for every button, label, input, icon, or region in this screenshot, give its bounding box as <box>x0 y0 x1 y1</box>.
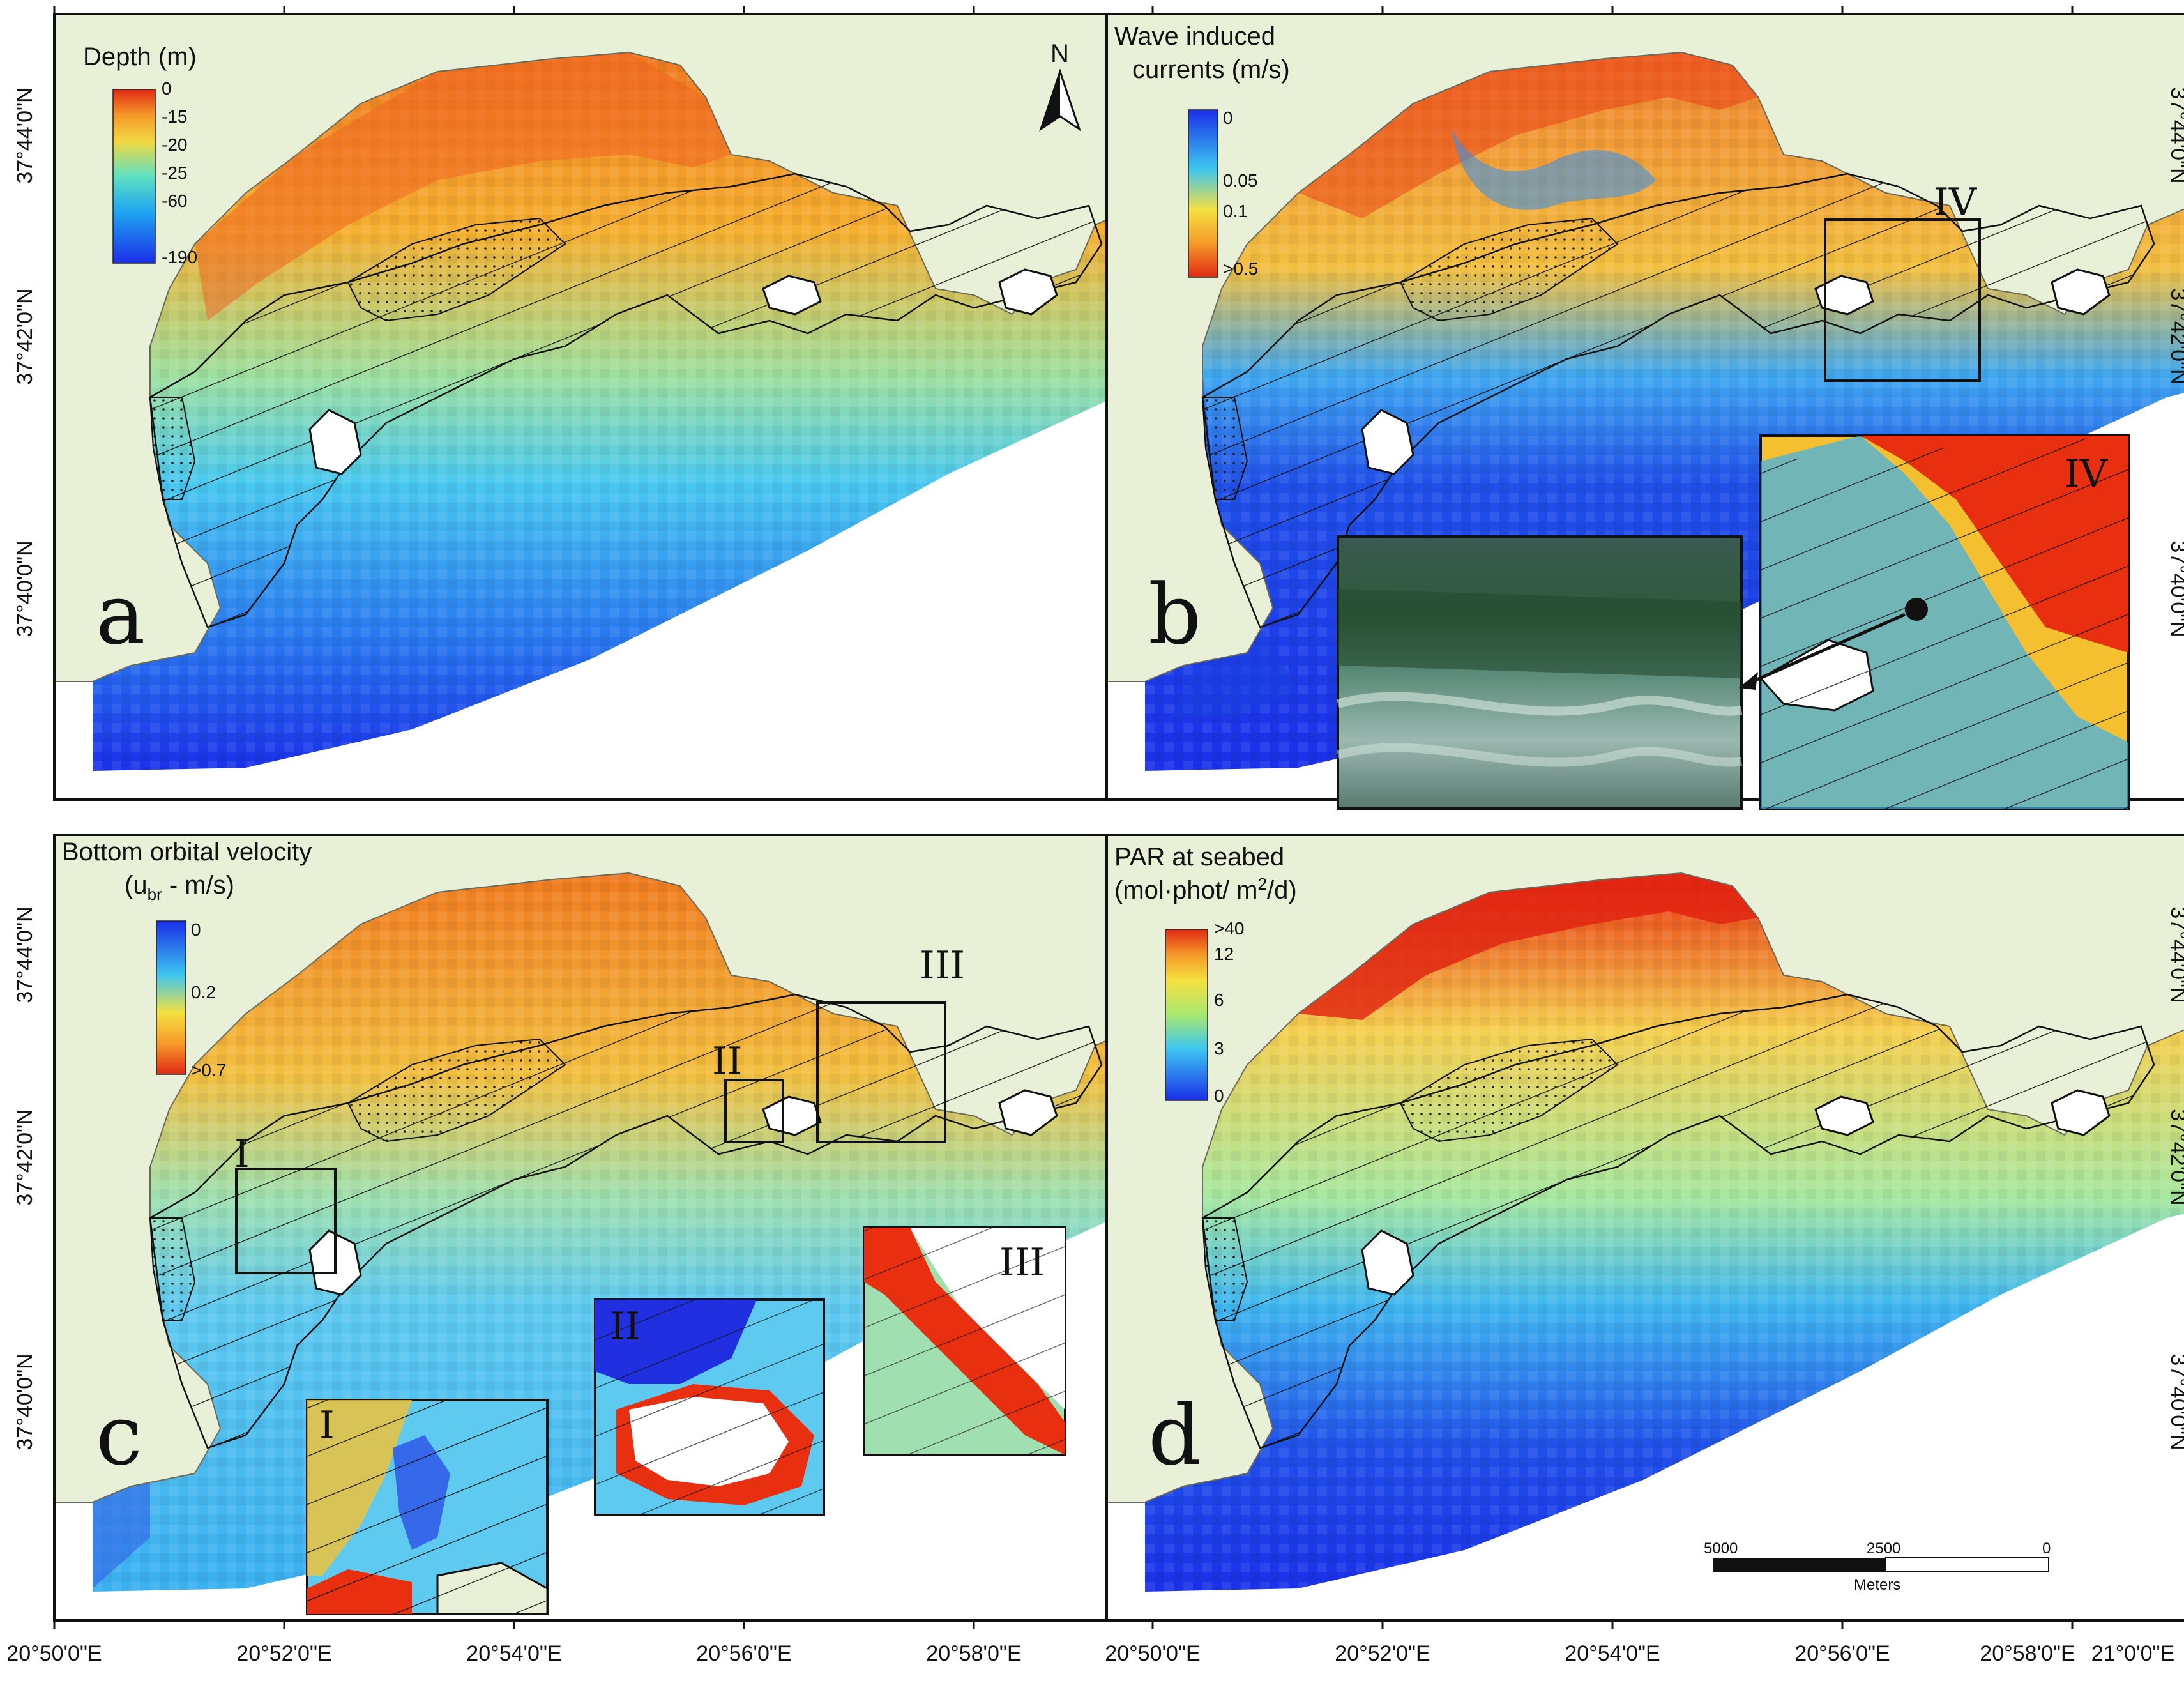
lon-label: 20°52'0"E <box>1335 1641 1430 1666</box>
panel-letter-a: a <box>96 566 146 663</box>
panel-d-par: PAR at seabed (mol·phot/ m2/d) >40 12 6 … <box>1105 834 2184 1622</box>
zoom-box-iv-label: IV <box>1934 180 1978 225</box>
par-tick: 6 <box>1214 990 1224 1010</box>
seagrass-photo <box>1337 535 1743 810</box>
lon-label: 20°56'0"E <box>696 1641 791 1666</box>
lat-label: 37°42'0"N <box>2166 1109 2184 1205</box>
lat-label: 37°40'0"N <box>13 1353 37 1450</box>
orbital-legend: Bottom orbital velocity (ubr - m/s) 0 0.… <box>62 838 312 1080</box>
currents-tick: 0.1 <box>1223 201 1248 221</box>
par-tick: 12 <box>1214 944 1234 964</box>
lat-label: 37°40'0"N <box>13 540 37 637</box>
depth-tick: -25 <box>162 163 187 183</box>
par-legend-title-line1: PAR at seabed <box>1114 843 1284 871</box>
lat-label: 37°40'0"N <box>2166 1353 2184 1450</box>
lon-label: 20°50'0"E <box>6 1641 102 1666</box>
currents-tick: 0 <box>1223 108 1233 128</box>
inset-i: I <box>306 1399 549 1615</box>
currents-tick: 0.05 <box>1223 171 1258 190</box>
inset-iii: III <box>863 1226 1066 1456</box>
panel-letter-b: b <box>1148 566 1201 663</box>
par-legend-title-line2: (mol·phot/ m2/d) <box>1114 874 1297 904</box>
panel-b-currents: Wave induced currents (m/s) 0 0.05 0.1 >… <box>1105 13 2184 810</box>
zoom-box-iii: III <box>816 943 965 1143</box>
orbital-color-ramp <box>156 920 186 1075</box>
scale-bar: 5000 2500 0 Meters <box>1704 1540 2051 1594</box>
zoom-box-i: I <box>234 1132 337 1274</box>
par-legend: PAR at seabed (mol·phot/ m2/d) >40 12 6 … <box>1114 843 1297 1106</box>
north-arrow-label: N <box>1050 40 1069 68</box>
orbital-tick: 0.2 <box>191 982 216 1002</box>
scale-bar-tick: 2500 <box>1867 1540 1900 1557</box>
lat-label: 37°40'0"N <box>2166 540 2184 637</box>
par-color-ramp <box>1165 929 1208 1101</box>
zoom-box-ii: II <box>712 1039 784 1143</box>
inset-iii-label: III <box>999 1240 1045 1285</box>
zoom-box-iii-label: III <box>920 943 965 988</box>
currents-legend: Wave induced currents (m/s) 0 0.05 0.1 >… <box>1114 22 1290 278</box>
panel-a-depth: Depth (m) 0 -15 -20 -25 -60 -190 N a <box>53 13 1141 801</box>
scale-bar-tick: 0 <box>2042 1540 2051 1557</box>
orbital-legend-title-line1: Bottom orbital velocity <box>62 838 312 866</box>
lon-label: 20°50'0"E <box>1105 1641 1200 1666</box>
par-tick: 3 <box>1214 1039 1224 1058</box>
lon-label: 20°58'0"E <box>926 1641 1021 1666</box>
scale-bar-tick: 5000 <box>1704 1540 1738 1557</box>
lon-label: 20°54'0"E <box>1565 1641 1660 1666</box>
lat-label: 37°42'0"N <box>2166 288 2184 384</box>
inset-i-label: I <box>319 1403 335 1448</box>
zoom-box-ii-label: II <box>712 1039 742 1084</box>
par-tick: 0 <box>1214 1086 1224 1106</box>
north-arrow: N <box>1039 40 1081 132</box>
inset-ii: II <box>594 1298 825 1516</box>
lon-label: 20°54'0"E <box>466 1641 561 1666</box>
lon-label: 20°58'0"E <box>1980 1641 2075 1666</box>
lat-label: 37°44'0"N <box>13 87 37 183</box>
currents-color-ramp <box>1188 109 1218 278</box>
lon-labels: 20°50'0"E 20°52'0"E 20°54'0"E 20°56'0"E … <box>6 1641 2174 1666</box>
lat-label: 37°42'0"N <box>13 1109 37 1205</box>
panel-letter-c: c <box>96 1387 142 1484</box>
depth-tick: -20 <box>162 135 187 155</box>
lat-label: 37°42'0"N <box>13 288 37 384</box>
lon-label: 21°0'0"E <box>2091 1641 2174 1666</box>
lat-label: 37°44'0"N <box>2166 906 2184 1003</box>
currents-legend-title-line2: currents (m/s) <box>1132 56 1290 84</box>
depth-color-ramp <box>112 89 156 264</box>
depth-legend-title: Depth (m) <box>83 43 197 71</box>
currents-legend-title-line1: Wave induced <box>1114 22 1275 50</box>
lat-label: 37°44'0"N <box>13 906 37 1003</box>
lon-label: 20°52'0"E <box>236 1641 331 1666</box>
scale-bar-unit: Meters <box>1854 1576 1900 1594</box>
depth-tick: 0 <box>162 79 172 98</box>
lon-label: 20°56'0"E <box>1794 1641 1890 1666</box>
zoom-box-iv: IV <box>1824 180 1981 382</box>
inset-iv-label: IV <box>2065 452 2109 496</box>
lat-labels-right: 37°44'0"N 37°42'0"N 37°40'0"N 37°44'0"N … <box>2166 87 2184 1450</box>
inset-iv: IV <box>1739 434 2130 810</box>
currents-tick: >0.5 <box>1223 259 1258 278</box>
depth-tick: -190 <box>162 247 197 267</box>
orbital-tick: >0.7 <box>191 1060 226 1080</box>
panel-c-orbital-velocity: Bottom orbital velocity (ubr - m/s) 0 0.… <box>53 834 1141 1622</box>
zoom-box-i-label: I <box>234 1132 250 1176</box>
depth-tick: -60 <box>162 191 187 211</box>
orbital-legend-title-line2: (ubr - m/s) <box>125 871 234 904</box>
panel-letter-d: d <box>1148 1387 1201 1484</box>
lat-label: 37°44'0"N <box>2166 87 2184 183</box>
depth-tick: -15 <box>162 107 187 126</box>
lat-labels-left: 37°44'0"N 37°42'0"N 37°40'0"N 37°44'0"N … <box>13 87 37 1450</box>
orbital-tick: 0 <box>191 920 201 940</box>
depth-legend: Depth (m) 0 -15 -20 -25 -60 -190 <box>83 43 197 267</box>
inset-ii-label: II <box>610 1304 640 1349</box>
par-tick: >40 <box>1214 918 1245 938</box>
graticule-ticks <box>53 6 2074 1629</box>
